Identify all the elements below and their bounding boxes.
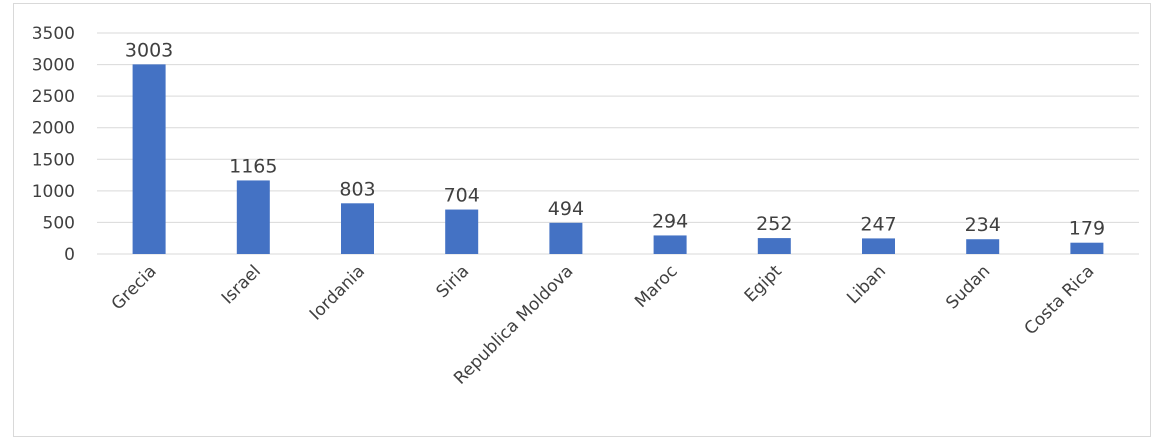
y-tick-label: 3500	[32, 24, 75, 44]
data-label: 1165	[229, 155, 277, 177]
data-label: 704	[444, 185, 480, 207]
y-tick-label: 3000	[32, 56, 75, 76]
x-tick-label: Costa Rica	[1021, 261, 1099, 339]
bar-chart: 0 500 1000 1500 2000 2500 3000 3500 3003 1165 803…	[32, 24, 1139, 389]
bar	[1070, 242, 1104, 254]
y-tick-label: 0	[64, 245, 75, 265]
bar	[132, 64, 166, 254]
bar	[653, 235, 687, 254]
bar	[966, 239, 1000, 254]
bar	[236, 180, 270, 254]
x-tick-label: Republica Moldova	[450, 261, 577, 388]
chart-frame: 0 500 1000 1500 2000 2500 3000 3500 3003 1165 803…	[13, 3, 1151, 437]
y-tick-label: 1500	[32, 150, 75, 170]
y-tick-label: 2000	[32, 119, 75, 139]
bars	[132, 64, 1104, 254]
data-label: 494	[548, 198, 584, 220]
gridlines	[97, 32, 1139, 255]
x-tick-label: Siria	[432, 261, 473, 302]
y-axis-ticks: 0 500 1000 1500 2000 2500 3000 3500	[32, 24, 75, 265]
x-tick-label: Maroc	[631, 261, 682, 312]
data-label: 247	[860, 213, 896, 235]
data-label: 179	[1069, 218, 1105, 240]
x-tick-label: Iordania	[306, 261, 369, 324]
x-tick-label: Liban	[843, 261, 890, 308]
bar	[445, 209, 479, 254]
data-label: 294	[652, 210, 688, 232]
data-label: 803	[339, 178, 375, 200]
data-labels: 3003 1165 803 704 494 294 252 247 234 179	[125, 39, 1105, 239]
data-label: 234	[965, 214, 1001, 236]
x-tick-label: Sudan	[942, 261, 994, 313]
y-tick-label: 2500	[32, 87, 75, 107]
y-tick-label: 1000	[32, 182, 75, 202]
x-tick-label: Israel	[218, 261, 265, 308]
data-label: 3003	[125, 39, 173, 61]
bar	[862, 238, 895, 254]
y-tick-label: 500	[43, 213, 75, 233]
bar	[341, 203, 374, 254]
bar	[549, 222, 583, 254]
x-tick-label: Grecia	[108, 261, 161, 314]
x-tick-label: Egipt	[741, 261, 786, 306]
data-label: 252	[756, 213, 792, 235]
bar	[757, 238, 791, 254]
